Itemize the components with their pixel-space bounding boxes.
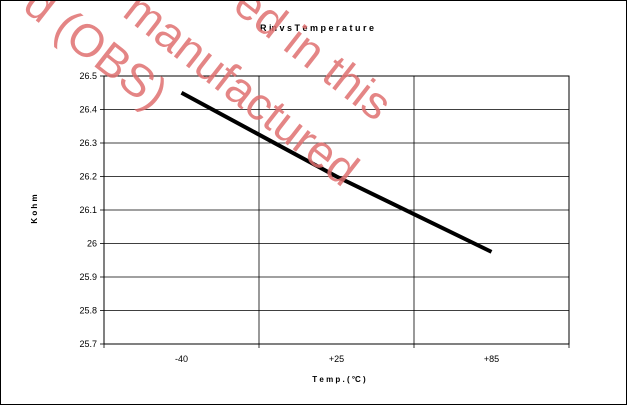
plot-area: 26.5 26.4 26.3 26.2 26.1 26 25.9 25.8 25.7 -40 +25… bbox=[79, 71, 570, 364]
series-line bbox=[180, 90, 493, 254]
y-tick-label: 25.8 bbox=[79, 306, 97, 316]
x-tick-label: +25 bbox=[329, 354, 344, 364]
x-tick-label: +85 bbox=[484, 354, 499, 364]
y-tick-label: 25.7 bbox=[79, 339, 97, 349]
y-tick-label: 25.9 bbox=[79, 272, 97, 282]
y-axis-label: K o h m bbox=[30, 194, 39, 223]
y-tick-label: 26 bbox=[87, 239, 97, 249]
y-tick-label: 26.5 bbox=[79, 71, 97, 81]
plot-border bbox=[103, 75, 570, 345]
y-tick-label: 26.2 bbox=[79, 172, 97, 182]
y-tick-label: 26.1 bbox=[79, 205, 97, 215]
x-axis-label: T e m p . ( °C ) bbox=[312, 375, 366, 384]
chart-title: R in v s T e m p e r a t u r e bbox=[260, 23, 374, 33]
x-tick-label: -40 bbox=[175, 354, 188, 364]
y-tick-label: 26.3 bbox=[79, 138, 97, 148]
y-tick-label: 26.4 bbox=[79, 105, 97, 115]
